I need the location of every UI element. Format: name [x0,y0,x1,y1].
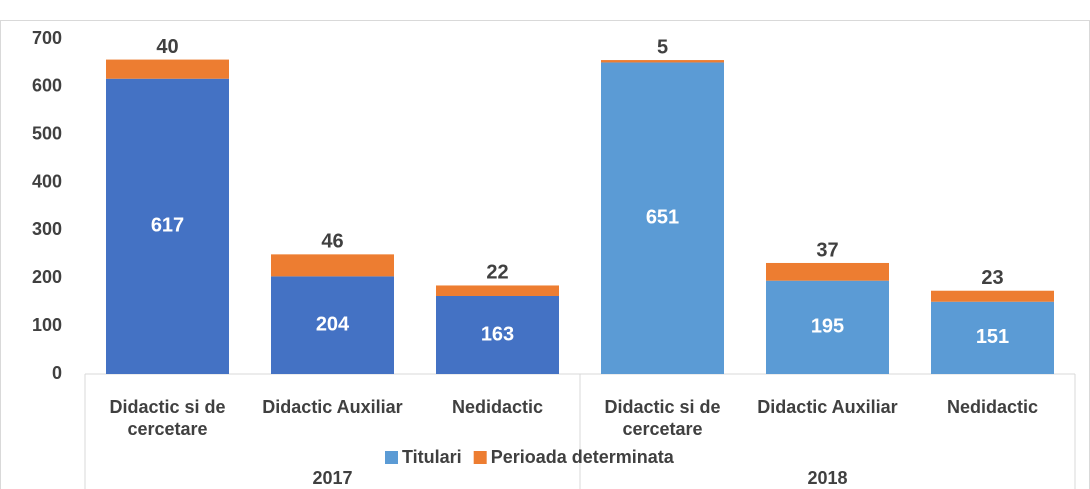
bar-segment [436,285,559,296]
bar-segment [766,280,889,374]
value-label: 195 [811,316,844,338]
legend-swatch [385,451,398,464]
value-label: 23 [981,267,1003,289]
legend-label: Titulari [402,447,462,467]
bar-segment [766,262,889,281]
y-tick-label: 700 [32,28,62,48]
y-tick-label: 600 [32,76,62,96]
x-tick-label: Didactic Auxiliar [262,397,403,417]
group-label: 2018 [807,468,847,488]
x-tick-label: Didactic si de cercetare [604,397,721,439]
value-label: 163 [481,323,514,345]
legend-label: Perioada determinata [491,447,675,467]
y-tick-label: 100 [32,315,62,335]
bar-segment [931,290,1054,302]
bar-segment [271,276,394,374]
value-label: 151 [976,326,1009,348]
value-label: 40 [156,36,178,58]
bar-segment [106,78,229,374]
y-tick-label: 200 [32,267,62,287]
bar-segment [931,301,1054,374]
group-label: 2017 [312,468,352,488]
y-tick-label: 300 [32,219,62,239]
legend-swatch [473,451,487,464]
bar-segment [601,60,724,63]
value-label: 617 [151,215,184,237]
x-tick-label: Nedidactic [946,397,1039,417]
value-label: 5 [657,36,668,58]
value-label: 46 [321,231,343,253]
value-label: 651 [646,207,679,229]
y-tick-label: 0 [52,363,62,383]
y-tick-label: 500 [32,123,62,143]
bar-segment [271,254,394,277]
bar-segment [106,59,229,79]
value-label: 37 [816,239,838,261]
y-tick-label: 400 [32,171,62,191]
value-label: 204 [316,313,350,335]
x-tick-label: Didactic Auxiliar [757,397,898,417]
x-tick-label: Nedidactic [451,397,544,417]
bar-segment [601,62,724,374]
x-tick-label: Didactic si de cercetare [109,397,226,439]
value-label: 22 [486,262,508,284]
bar-segment [436,295,559,374]
